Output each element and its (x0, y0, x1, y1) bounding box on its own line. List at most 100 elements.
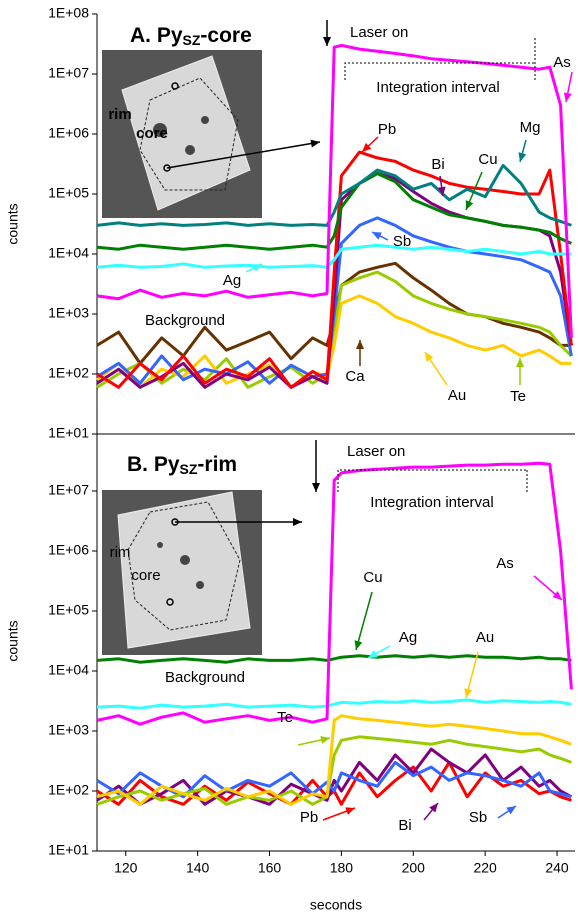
series-line (96, 654, 572, 664)
y-tick-label: 1E+07 (48, 482, 89, 498)
series-label: Cu (478, 151, 497, 168)
y-tick-label: 1E+05 (48, 602, 89, 618)
x-tick-label: 220 (473, 860, 497, 876)
y-tick-label: 1E+04 (48, 662, 89, 678)
series-line (96, 163, 572, 227)
arrow-head (429, 803, 438, 813)
y-tick-label: 1E+01 (48, 425, 89, 441)
series-line (96, 172, 572, 251)
arrow-head (323, 37, 331, 46)
arrow-head (425, 352, 434, 362)
title-part: SZ (183, 32, 201, 48)
series-label: As (553, 54, 571, 71)
arrow-head (372, 232, 382, 240)
inset-label: rim (110, 544, 131, 561)
series-label: Sb (393, 233, 411, 250)
x-tick-label: 160 (258, 860, 282, 876)
arrow-head (465, 200, 474, 210)
arrow-head (312, 483, 320, 492)
series-line (96, 261, 572, 365)
title-part: A. Py (130, 24, 183, 47)
series-line (96, 760, 572, 799)
annotation: Integration interval (370, 494, 493, 511)
panel-title: A. PySZ-core (130, 24, 252, 48)
panel-title: B. PySZ-rim (127, 453, 237, 477)
series-line (96, 43, 573, 338)
x-tick-label: 140 (186, 860, 210, 876)
series-label: Te (510, 388, 526, 405)
arrow-head (320, 736, 330, 744)
y-axis-label: counts (5, 203, 21, 244)
integration-bracket (344, 38, 536, 80)
x-tick-label: 200 (402, 860, 426, 876)
pointer-arrow (355, 591, 373, 651)
series-line (96, 294, 572, 389)
series-label: Au (476, 629, 494, 646)
integration-bracket (337, 469, 528, 492)
x-tick-label: 180 (330, 860, 354, 876)
series-line (96, 698, 572, 710)
series-label: Pb (300, 809, 318, 826)
y-tick-label: 1E+01 (48, 842, 89, 858)
series-label: Sb (469, 809, 487, 826)
title-part: -core (200, 24, 251, 47)
plots: 1E+01 1E+02 1E+03 1E+04 1E+05 1E+06 1E+07 1E+08… (5, 5, 575, 913)
y-tick-label: 1E+06 (48, 125, 89, 141)
inset-b (102, 490, 262, 655)
arrow-head (437, 186, 446, 196)
series-label: Au (448, 387, 466, 404)
pointer-arrow (166, 141, 321, 169)
arrow-head (368, 650, 378, 658)
title-part: SZ (180, 461, 198, 477)
y-tick-label: 1E+05 (48, 185, 89, 201)
y-tick-label: 1E+03 (48, 722, 89, 738)
series-label: Ag (399, 629, 417, 646)
arrow-head (552, 591, 562, 600)
y-tick-label: 1E+08 (48, 5, 89, 21)
arrow-head (464, 688, 473, 698)
annotation: Integration interval (376, 79, 499, 96)
series-label: Pb (378, 121, 396, 138)
y-tick-label: 1E+07 (48, 65, 89, 81)
y-tick-label: 1E+04 (48, 245, 89, 261)
arrow-head (345, 807, 355, 815)
series-label: Mg (520, 119, 541, 136)
series-label: Bi (398, 817, 411, 834)
y-tick-label: 1E+02 (48, 365, 89, 381)
series-label: Te (277, 709, 293, 726)
y-tick-label: 1E+02 (48, 782, 89, 798)
inset-a (102, 50, 262, 218)
arrow-head (563, 92, 572, 102)
y-tick-label: 1E+06 (48, 542, 89, 558)
title-part: -rim (197, 453, 237, 476)
inset-label: core (131, 567, 160, 584)
series-label: As (496, 555, 514, 572)
annotation: Laser on (350, 24, 408, 41)
arrow-head (356, 340, 364, 349)
arrow-head (310, 139, 320, 148)
arrow-head (518, 152, 527, 162)
series-label: Cu (363, 569, 382, 586)
annotation: Background (165, 669, 245, 686)
arrow-head (362, 142, 372, 152)
y-axis-label: counts (5, 620, 21, 661)
arrow-head (506, 806, 516, 815)
inset-label: core (136, 125, 168, 142)
y-tick-label: 1E+03 (48, 305, 89, 321)
series-label: Ca (345, 368, 365, 385)
series-line (96, 150, 573, 389)
annotation: Background (145, 312, 225, 329)
series-line (96, 735, 572, 806)
title-part: B. Py (127, 453, 180, 476)
x-axis-label: seconds (310, 897, 362, 913)
arrow-head (293, 518, 302, 526)
arrow-head (516, 358, 524, 367)
series-line (96, 243, 572, 269)
annotation: Laser on (347, 443, 405, 460)
series-label: Ag (223, 272, 241, 289)
arrow-head (252, 264, 262, 272)
series-line (96, 714, 572, 806)
series-label: Bi (431, 156, 444, 173)
series-line (96, 461, 573, 726)
